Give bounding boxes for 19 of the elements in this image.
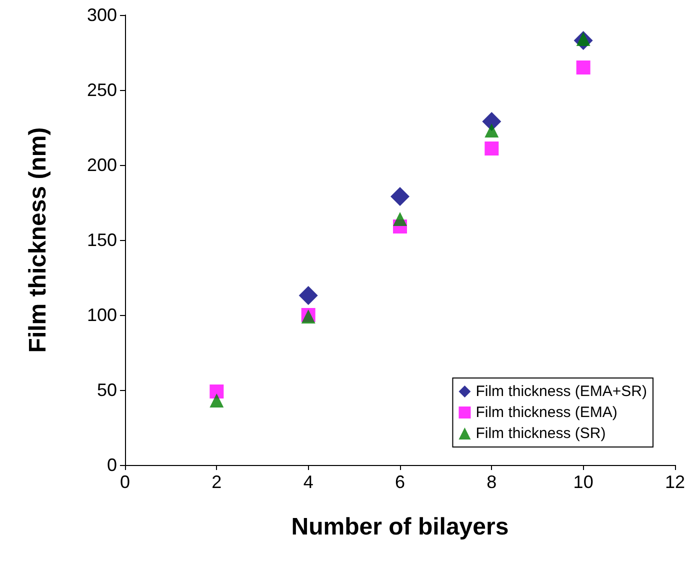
x-tick-label: 10 (573, 472, 594, 492)
x-tick-label: 12 (664, 472, 686, 492)
legend-label: Film thickness (EMA) (476, 404, 618, 421)
x-tick-label: 6 (394, 472, 405, 492)
legend-label: Film thickness (EMA+SR) (476, 383, 648, 400)
x-tick-label: 0 (120, 472, 130, 492)
y-tick-label: 250 (86, 80, 117, 100)
y-tick-label: 0 (106, 455, 117, 475)
x-axis-title: Number of bilayers (291, 514, 509, 540)
y-tick-label: 150 (86, 230, 117, 250)
y-axis-title: Film thickness (nm) (24, 127, 52, 353)
x-tick-label: 2 (212, 472, 222, 492)
y-tick-label: 100 (86, 305, 117, 325)
legend-label: Film thickness (SR) (476, 425, 606, 442)
y-tick-label: 200 (86, 155, 117, 175)
x-tick-label: 8 (486, 472, 497, 492)
x-tick-label: 4 (303, 472, 314, 492)
y-tick-label: 300 (86, 5, 117, 25)
y-tick-label: 50 (96, 380, 117, 400)
